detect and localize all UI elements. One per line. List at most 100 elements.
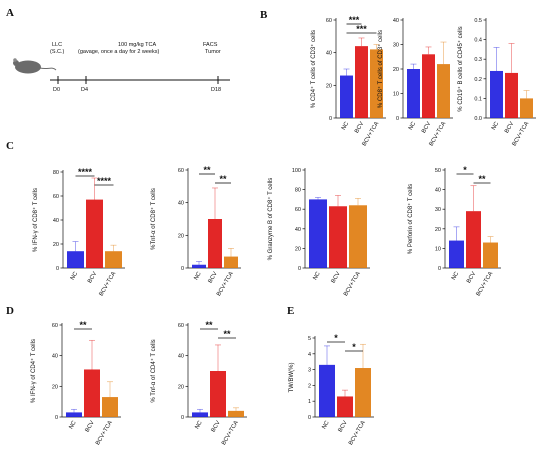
y-axis-label: %Tnf-α of CD8⁺ T cells <box>150 188 157 250</box>
y-tick-label: 30 <box>435 207 441 213</box>
y-tick-label: 20 <box>435 227 441 233</box>
y-tick-label: 60 <box>326 18 332 24</box>
bar-bcv <box>422 54 435 118</box>
bar-bcv <box>329 206 347 268</box>
y-tick-label: 0 <box>396 116 399 122</box>
bar-bcv <box>466 211 481 268</box>
panel-label-e: E <box>287 305 294 317</box>
timeline-endpoint: FACS <box>203 42 218 48</box>
chart-tnfa-cd8: 0 20 40 60 %Tnf-α of CD8⁺ T cells NC BCVBCV+TC… <box>150 165 241 297</box>
y-tick-label: 10 <box>435 246 441 252</box>
bar-bcv <box>208 219 222 268</box>
significance-label: ** <box>205 320 213 330</box>
timeline: LLC (S.C.) 100 mg/kg TCA (gavage, once a… <box>13 42 230 93</box>
bar-nc <box>407 69 420 118</box>
significance-label: ** <box>223 329 231 339</box>
y-tick-label: 0.2 <box>474 77 482 83</box>
significance-label: * <box>352 342 356 352</box>
y-tick-label: 100 <box>292 168 301 174</box>
bar-bcv-tca <box>355 368 371 417</box>
bar-bcv-tca <box>102 397 118 417</box>
category-label: NC <box>70 271 79 281</box>
y-tick-label: 40 <box>435 188 441 194</box>
y-tick-label: 0 <box>329 116 332 122</box>
y-axis-label: % CD4⁺ T cells of CD3⁺ cells <box>310 30 317 108</box>
chart-cd8-of-cd3: 0 10 20 30 40 % CD8⁺ T cells of CD3⁺ cells NC B… <box>377 18 453 147</box>
significance-label: ** <box>219 174 227 184</box>
y-tick-label: 80 <box>53 170 59 176</box>
category-label: BCV <box>466 271 477 284</box>
bar-bcv <box>355 46 368 119</box>
y-tick-label: 0.5 <box>474 18 482 24</box>
y-tick-label: 40 <box>178 354 184 360</box>
category-label: BCV+TCA <box>216 271 235 297</box>
panel-label-b: B <box>260 9 268 21</box>
bar-nc <box>490 70 503 118</box>
bar-bcv <box>337 396 353 417</box>
y-tick-label: 30 <box>393 43 399 49</box>
y-axis-label: % CD8⁺ T cells of CD3⁺ cells <box>377 30 384 108</box>
bar-bcv-tca <box>224 256 238 268</box>
y-tick-label: 50 <box>435 168 441 174</box>
timeline-day-4: D4 <box>81 87 88 93</box>
timeline-treatment: 100 mg/kg TCA <box>118 42 156 48</box>
y-axis-label: % Granzyme B of CD8⁺ T cells <box>267 178 274 261</box>
category-label: BCV <box>421 121 432 134</box>
significance-label: * <box>334 333 338 343</box>
y-axis-label: % Tnf-α of CD4⁺ T cells <box>150 339 157 402</box>
y-tick-label: 0.0 <box>474 116 482 122</box>
y-tick-label: 20 <box>326 83 332 89</box>
y-tick-label: 10 <box>393 92 399 98</box>
y-tick-label: 60 <box>53 194 59 200</box>
category-label: NC <box>491 121 500 131</box>
category-label: BCV <box>208 271 219 284</box>
chart-ifng-cd8: 0 20 40 60 80 % IFN-γ of CD8⁺ T cells NC BCV BCV… <box>32 167 125 297</box>
timeline-inject-route: (S.C.) <box>50 49 65 55</box>
timeline-gavage: (gavage, once a day for 2 weeks) <box>78 49 159 55</box>
y-tick-label: 20 <box>178 233 184 239</box>
y-tick-label: 20 <box>178 384 184 390</box>
category-label: NC <box>312 271 321 281</box>
y-axis-label: % IFN-γ of CD4⁺ T cells <box>30 339 37 403</box>
bar-bcv-tca <box>349 205 367 268</box>
bar-nc <box>340 75 353 118</box>
panel-label-c: C <box>6 140 14 152</box>
category-label: NC <box>321 420 330 430</box>
bar-nc <box>192 412 208 417</box>
bar-bcv <box>505 72 518 118</box>
timeline-inject-label: LLC <box>52 42 62 48</box>
category-label: BCV <box>87 271 98 284</box>
bar-nc <box>449 240 464 268</box>
significance-label: **** <box>97 176 112 186</box>
y-tick-label: 0 <box>438 266 441 272</box>
significance-label: *** <box>349 15 360 25</box>
y-tick-label: 60 <box>178 323 184 329</box>
bar-nc <box>319 364 335 417</box>
timeline-day-0: D0 <box>53 87 60 93</box>
category-label: BCV <box>211 420 222 433</box>
category-label: BCV <box>338 420 349 433</box>
y-tick-label: 20 <box>393 67 399 73</box>
category-label: BCV+TCA <box>476 271 495 297</box>
significance-label: ** <box>79 320 87 330</box>
y-tick-label: 40 <box>326 51 332 57</box>
y-tick-label: 60 <box>295 207 301 213</box>
y-axis-label: % CD19⁺ B cells of CD45⁺ cells <box>457 26 464 111</box>
chart-tw-bw: 0 1 2 3 4 5 TW/BW(%) NC BCV BCV+TCA * * <box>289 333 374 446</box>
y-tick-label: 0 <box>181 415 184 421</box>
y-tick-label: 0.1 <box>474 96 482 102</box>
bar-bcv <box>210 371 226 417</box>
chart-cd4-of-cd3: 0 20 40 60 % CD4⁺ T cells of CD3⁺ cells NC BCV… <box>310 15 386 147</box>
category-label: BCV+TCA <box>95 420 114 446</box>
chart-perforin-cd8: 0 10 20 30 40 50 % Perforin of CD8⁺ T cells NC B… <box>407 165 501 297</box>
mouse-icon <box>13 58 57 74</box>
chart-granzyme-cd8: 0 20 40 60 80 100 % Granzyme B of CD8⁺ T cells… <box>267 168 370 297</box>
bar-nc <box>66 412 82 417</box>
category-label: NC <box>68 420 77 430</box>
category-label: BCV+TCA <box>343 271 362 297</box>
y-tick-label: 2 <box>308 383 311 389</box>
y-tick-label: 60 <box>52 323 58 329</box>
chart-cd19-of-cd45: 0.0 0.1 0.2 0.3 0.4 0.5 % CD19⁺ B cells of CD4… <box>457 18 536 147</box>
bar-bcv <box>86 199 103 268</box>
